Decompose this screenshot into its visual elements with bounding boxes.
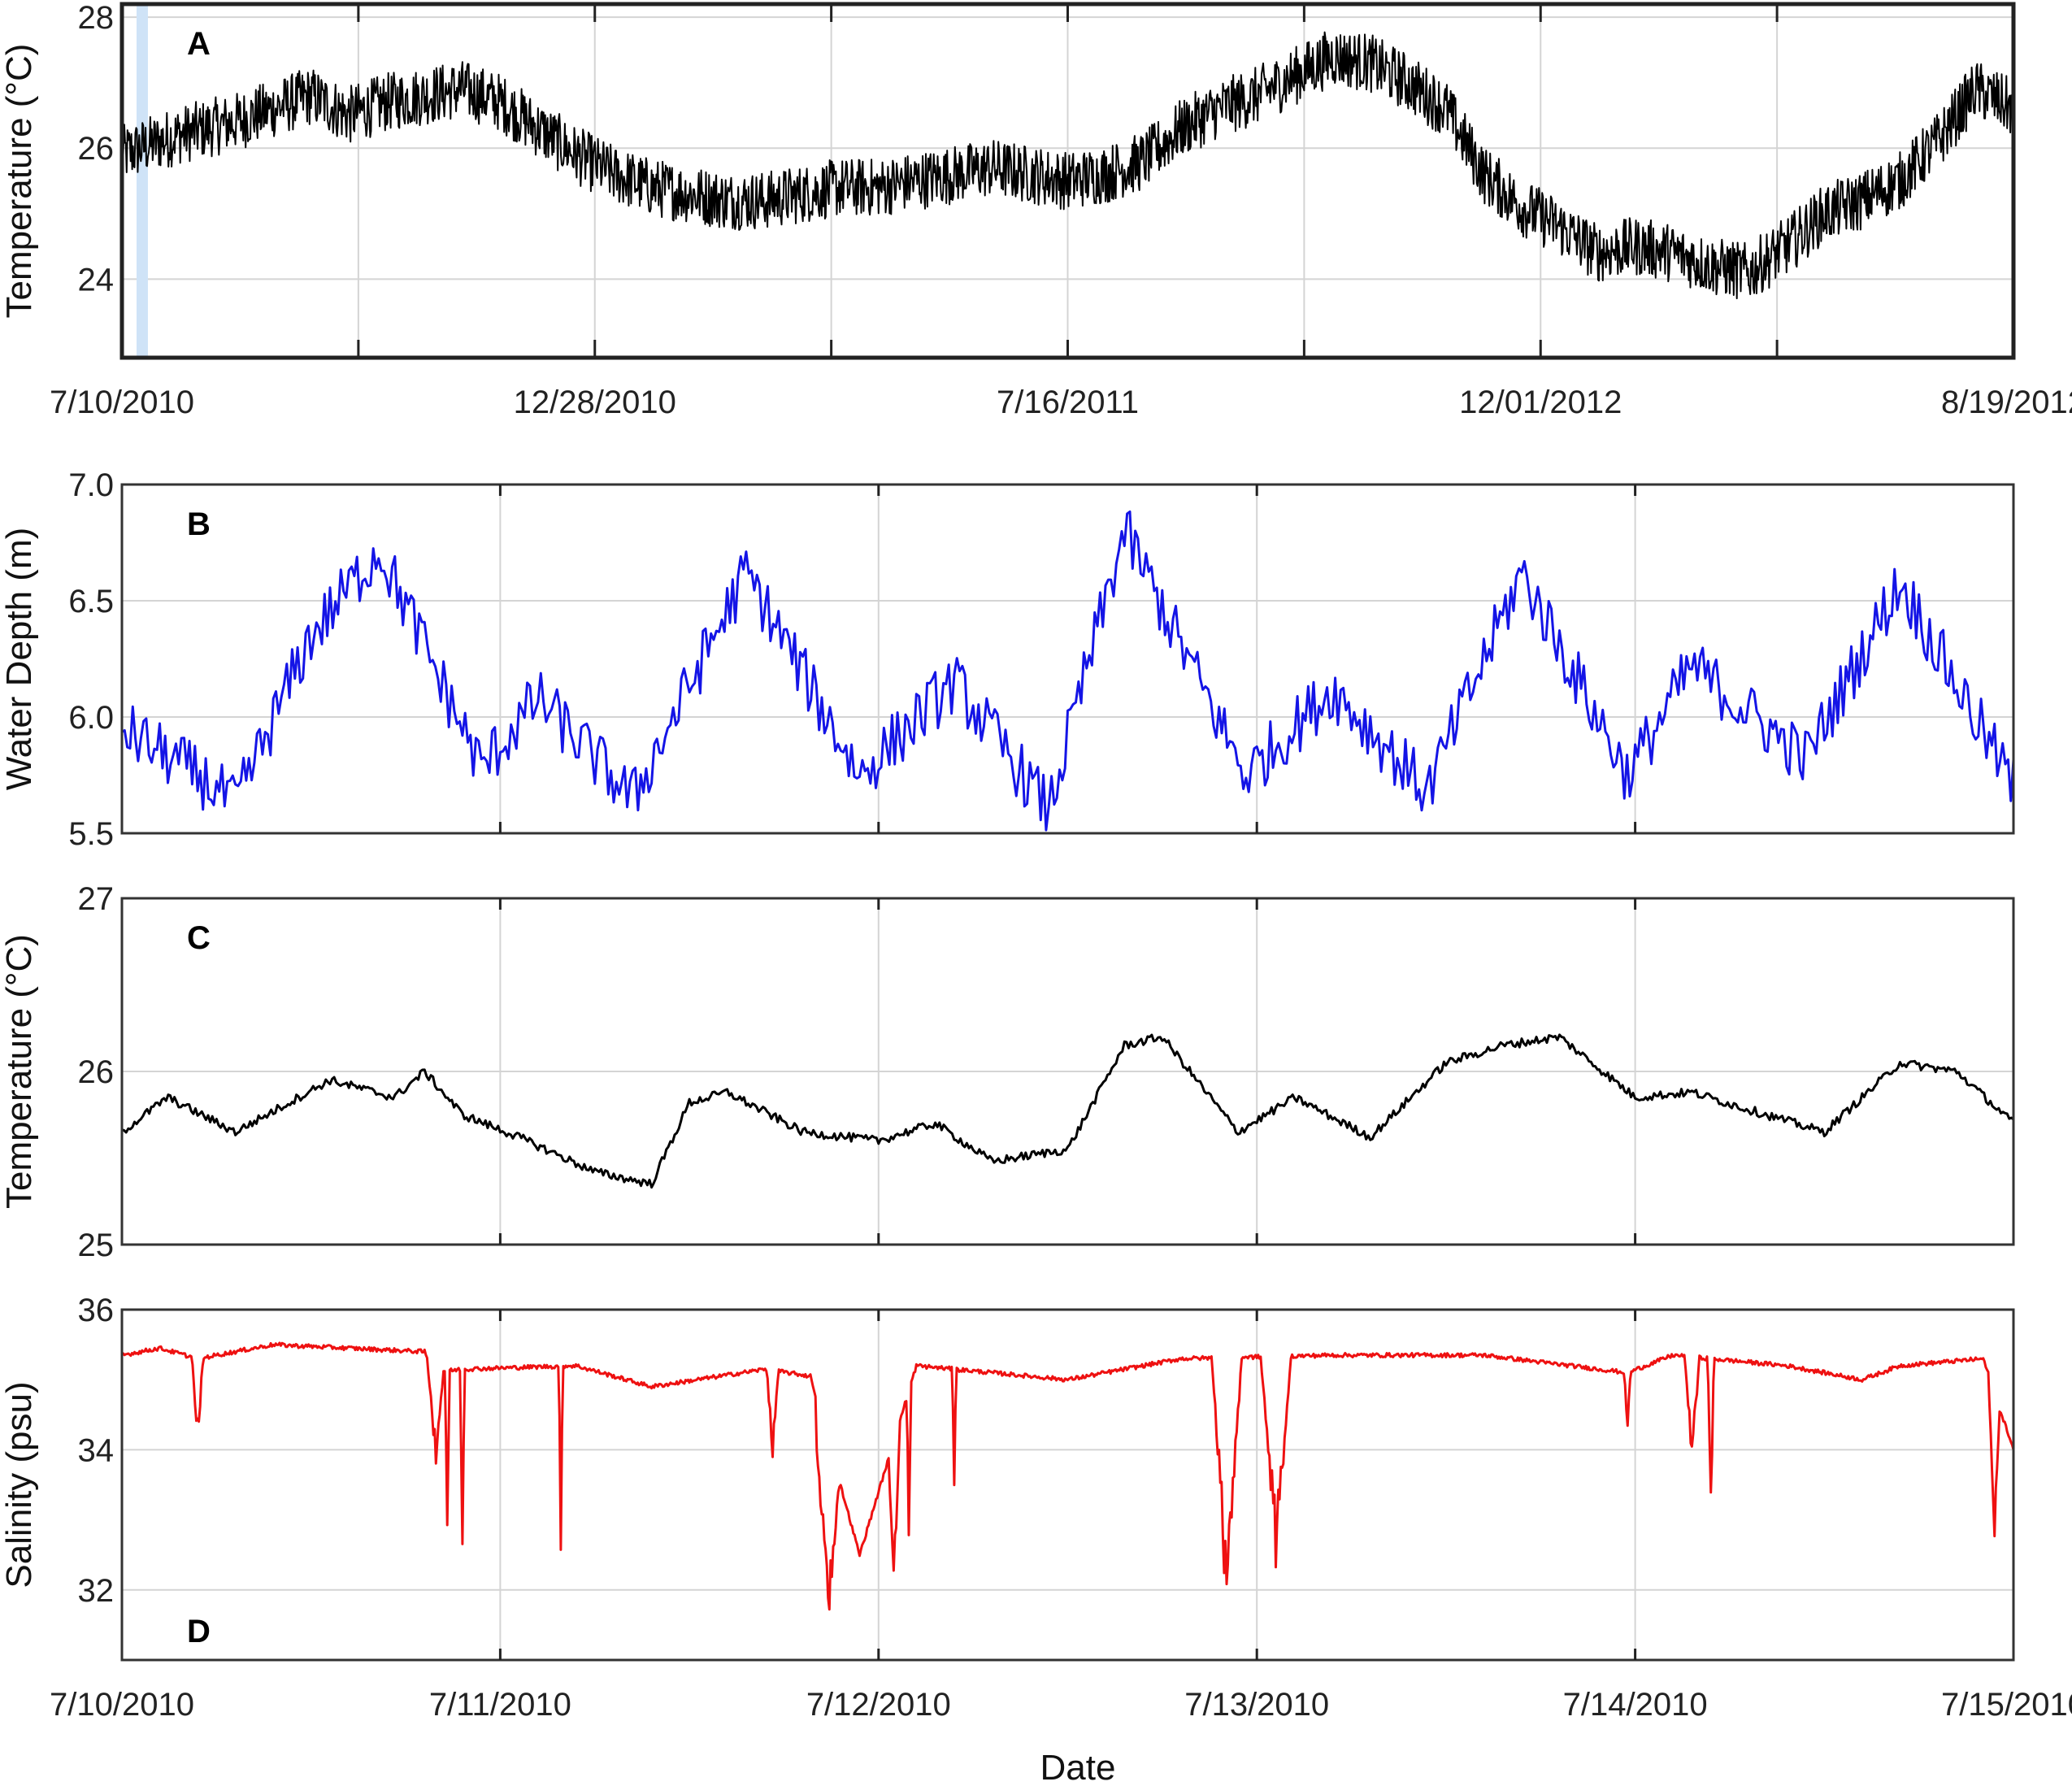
x-tick-label: 7/13/2010 <box>1184 1687 1329 1723</box>
panel-label: D <box>187 1614 211 1649</box>
x-tick-label: 7/12/2010 <box>806 1687 951 1723</box>
x-tick-label: 7/14/2010 <box>1563 1687 1708 1723</box>
series-line-b <box>121 510 2015 832</box>
panel-d: 32 34 36 D Salinity (psu) 7/10/2010 7/11/2010 7… <box>0 1293 2072 1723</box>
x-axis-title: Date <box>1040 1748 1116 1786</box>
panel-label: B <box>187 506 211 542</box>
x-tick-label: 12/01/2012 <box>1459 385 1622 420</box>
y-tick-label: 7.0 <box>68 467 114 503</box>
y-axis-title: Temperature (°C) <box>0 44 39 319</box>
y-tick-label: 27 <box>78 881 115 917</box>
x-tick-label: 7/11/2010 <box>429 1687 571 1723</box>
y-tick-label: 25 <box>78 1228 115 1263</box>
y-tick-label: 36 <box>78 1293 115 1328</box>
y-tick-label: 6.0 <box>68 700 114 736</box>
y-axis-title: Water Depth (m) <box>0 528 39 791</box>
plot-frame <box>120 1308 2015 1662</box>
y-tick-label: 34 <box>78 1432 115 1468</box>
series-line-a <box>121 31 2014 300</box>
panel-c: 25 26 27 C Temperature (°C) <box>0 881 2015 1263</box>
panel-b: 5.5 6.0 6.5 7.0 B Water Depth (m) <box>0 467 2015 852</box>
series-line-d <box>120 1341 2015 1611</box>
x-tick-label: 8/19/2012 <box>1941 385 2072 420</box>
y-tick-label: 24 <box>78 262 115 298</box>
x-tick-label: 7/15/2010 <box>1941 1687 2072 1723</box>
y-tick-label: 26 <box>78 131 115 167</box>
y-tick-label: 6.5 <box>68 584 114 619</box>
series-line-c <box>121 1033 2014 1189</box>
plot-frame <box>120 897 2015 1246</box>
panel-label: C <box>187 920 211 956</box>
plot-frame <box>120 483 2015 835</box>
x-tick-label: 12/28/2010 <box>514 385 676 420</box>
highlight-band <box>137 4 148 358</box>
panel-label: A <box>187 26 211 62</box>
y-axis-title: Temperature (°C) <box>0 934 39 1209</box>
y-tick-label: 32 <box>78 1573 115 1609</box>
x-tick-label: 7/10/2010 <box>50 1687 194 1723</box>
y-tick-label: 28 <box>78 0 115 36</box>
panel-a: 24 26 28 A Temperature (°C) 7/10/2010 12/28/20… <box>0 0 2072 420</box>
x-tick-label: 7/10/2010 <box>50 385 194 420</box>
y-tick-label: 5.5 <box>68 816 114 852</box>
y-tick-label: 26 <box>78 1054 115 1090</box>
x-tick-label: 7/16/2011 <box>997 385 1139 420</box>
y-axis-title: Salinity (psu) <box>0 1381 39 1588</box>
